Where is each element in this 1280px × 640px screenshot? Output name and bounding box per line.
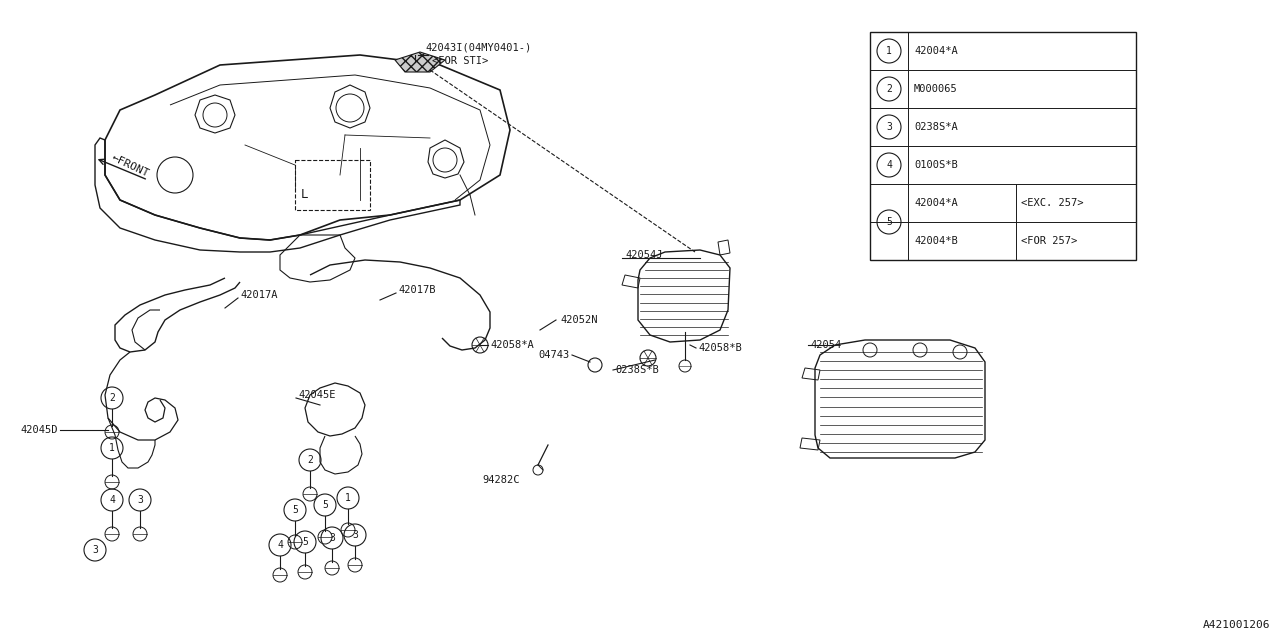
Bar bbox=[294, 160, 370, 210]
Text: 42004*A: 42004*A bbox=[914, 46, 957, 56]
Text: 1: 1 bbox=[886, 46, 892, 56]
Text: 0238S*B: 0238S*B bbox=[614, 365, 659, 375]
Polygon shape bbox=[396, 52, 445, 72]
Text: 42054J: 42054J bbox=[625, 250, 663, 260]
Text: <FOR 257>: <FOR 257> bbox=[1021, 236, 1078, 246]
Text: 3: 3 bbox=[92, 545, 99, 555]
Text: 42004*A: 42004*A bbox=[914, 198, 957, 208]
Text: 42052N: 42052N bbox=[561, 315, 598, 325]
Text: 94282C: 94282C bbox=[483, 475, 520, 485]
Text: 04743: 04743 bbox=[539, 350, 570, 360]
Text: <EXC. 257>: <EXC. 257> bbox=[1021, 198, 1083, 208]
Text: 4: 4 bbox=[276, 540, 283, 550]
Text: 3: 3 bbox=[329, 533, 335, 543]
Text: 0238S*A: 0238S*A bbox=[914, 122, 957, 132]
Text: A421001206: A421001206 bbox=[1202, 620, 1270, 630]
Text: 5: 5 bbox=[323, 500, 328, 510]
Text: 2: 2 bbox=[307, 455, 312, 465]
Text: 42017B: 42017B bbox=[398, 285, 435, 295]
Text: 42004*B: 42004*B bbox=[914, 236, 957, 246]
Text: 5: 5 bbox=[886, 217, 892, 227]
Text: 4: 4 bbox=[886, 160, 892, 170]
Text: 4: 4 bbox=[109, 495, 115, 505]
Text: 42058*A: 42058*A bbox=[490, 340, 534, 350]
Text: <FOR STI>: <FOR STI> bbox=[433, 56, 488, 66]
Text: 5: 5 bbox=[302, 537, 308, 547]
Text: 0100S*B: 0100S*B bbox=[914, 160, 957, 170]
Text: L: L bbox=[301, 189, 308, 202]
Text: 1: 1 bbox=[346, 493, 351, 503]
Text: 2: 2 bbox=[886, 84, 892, 94]
Text: 5: 5 bbox=[292, 505, 298, 515]
Text: 3: 3 bbox=[886, 122, 892, 132]
Text: M000065: M000065 bbox=[914, 84, 957, 94]
Text: 42058*B: 42058*B bbox=[698, 343, 741, 353]
Text: 42043I(04MY0401-): 42043I(04MY0401-) bbox=[425, 43, 531, 53]
Text: 42017A: 42017A bbox=[241, 290, 278, 300]
Text: 42045D: 42045D bbox=[20, 425, 58, 435]
Text: 42054: 42054 bbox=[810, 340, 841, 350]
Text: 3: 3 bbox=[352, 530, 358, 540]
Text: 3: 3 bbox=[137, 495, 143, 505]
Bar bbox=[870, 32, 1137, 260]
Text: ←FRONT: ←FRONT bbox=[110, 153, 151, 179]
Text: 1: 1 bbox=[109, 443, 115, 453]
Text: 42045E: 42045E bbox=[298, 390, 335, 400]
Text: 2: 2 bbox=[109, 393, 115, 403]
